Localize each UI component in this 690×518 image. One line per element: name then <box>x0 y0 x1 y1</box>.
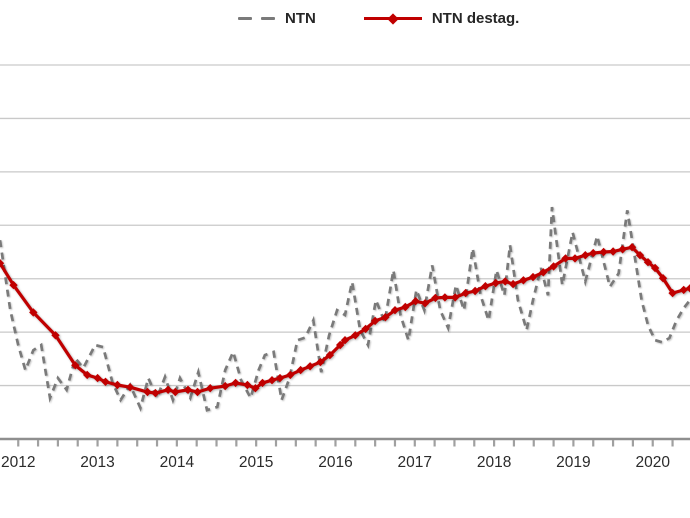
x-axis-year-label: 2020 <box>635 454 670 471</box>
legend-label-ntn: NTN <box>285 10 316 27</box>
chart-legend: NTN NTN destag. <box>238 10 519 27</box>
x-axis-year-label: 2019 <box>556 454 590 471</box>
x-axis-year-label: 2016 <box>318 454 352 471</box>
gridlines <box>0 64 690 387</box>
series-ntn-destag-markers <box>0 243 690 398</box>
x-axis-year-label: 2013 <box>80 454 114 471</box>
x-axis-year-labels: 2012 2013 2014 2015 2016 2017 2018 2019 2020 <box>1 454 670 471</box>
x-axis-year-label: 2012 <box>1 454 35 471</box>
x-axis-year-label: 2014 <box>160 454 195 471</box>
x-axis-year-label: 2018 <box>477 454 511 471</box>
series-ntn-line <box>0 206 690 413</box>
x-axis-year-label: 2015 <box>239 454 273 471</box>
legend-label-ntn-destag: NTN destag. <box>431 10 520 27</box>
legend-item-ntn-destag[interactable]: NTN destag. <box>363 10 520 27</box>
ntn-destag-line-swatch <box>363 12 422 25</box>
x-axis-year-label: 2017 <box>398 454 432 471</box>
diamond-marker-icon <box>387 12 399 25</box>
legend-item-ntn[interactable]: NTN <box>238 10 316 27</box>
ntn-dashed-line-swatch <box>238 16 275 21</box>
series-ntn-destag-line <box>0 243 690 398</box>
x-axis-ticks <box>17 440 674 447</box>
